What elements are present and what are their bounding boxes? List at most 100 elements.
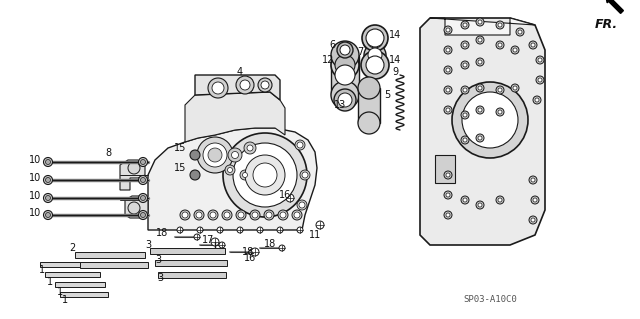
Circle shape xyxy=(190,170,200,180)
Circle shape xyxy=(463,138,467,142)
Text: 14: 14 xyxy=(389,30,401,40)
Text: 10: 10 xyxy=(29,208,41,218)
Circle shape xyxy=(45,177,51,182)
Circle shape xyxy=(331,41,359,69)
Circle shape xyxy=(236,76,254,94)
Circle shape xyxy=(496,41,504,49)
Text: SP03-A10C0: SP03-A10C0 xyxy=(463,295,517,305)
Circle shape xyxy=(446,88,450,92)
Text: 18: 18 xyxy=(156,228,168,238)
Circle shape xyxy=(446,108,450,112)
Text: 11: 11 xyxy=(309,230,321,240)
Circle shape xyxy=(511,46,519,54)
Circle shape xyxy=(238,212,244,218)
Circle shape xyxy=(208,210,218,220)
Circle shape xyxy=(366,29,384,47)
Circle shape xyxy=(278,210,288,220)
Circle shape xyxy=(247,145,253,151)
Circle shape xyxy=(228,148,242,162)
Circle shape xyxy=(533,198,537,202)
Circle shape xyxy=(513,86,517,90)
Circle shape xyxy=(476,106,484,114)
Circle shape xyxy=(463,63,467,67)
Circle shape xyxy=(538,58,542,62)
Circle shape xyxy=(531,196,539,204)
Circle shape xyxy=(243,173,248,177)
Circle shape xyxy=(531,178,535,182)
Text: 12: 12 xyxy=(322,55,334,65)
Text: 10: 10 xyxy=(29,173,41,183)
Circle shape xyxy=(44,211,52,219)
Circle shape xyxy=(444,46,452,54)
Circle shape xyxy=(44,175,52,184)
Circle shape xyxy=(222,210,232,220)
Circle shape xyxy=(300,170,310,180)
Circle shape xyxy=(478,203,482,207)
Circle shape xyxy=(240,80,250,90)
Circle shape xyxy=(364,44,386,66)
Circle shape xyxy=(45,160,51,165)
Circle shape xyxy=(286,194,294,202)
Circle shape xyxy=(44,158,52,167)
Circle shape xyxy=(196,212,202,218)
Bar xyxy=(40,262,100,267)
Circle shape xyxy=(496,86,504,94)
Text: 18: 18 xyxy=(264,239,276,249)
Circle shape xyxy=(461,196,469,204)
Circle shape xyxy=(498,43,502,47)
Circle shape xyxy=(232,152,239,159)
Text: 2: 2 xyxy=(69,243,75,253)
Circle shape xyxy=(223,133,307,217)
Circle shape xyxy=(361,51,389,79)
Circle shape xyxy=(297,142,303,148)
Circle shape xyxy=(358,112,380,134)
Circle shape xyxy=(138,194,147,203)
Circle shape xyxy=(513,48,517,52)
Circle shape xyxy=(138,158,147,167)
Polygon shape xyxy=(430,18,535,35)
Text: 1: 1 xyxy=(39,265,45,275)
Text: 1: 1 xyxy=(62,295,68,305)
Circle shape xyxy=(363,28,387,52)
Circle shape xyxy=(294,212,300,218)
Text: 16: 16 xyxy=(244,253,256,263)
Bar xyxy=(435,155,455,183)
Text: 1: 1 xyxy=(47,277,53,287)
Circle shape xyxy=(444,86,452,94)
Circle shape xyxy=(463,198,467,202)
Circle shape xyxy=(203,143,227,167)
Text: FR.: FR. xyxy=(595,18,618,31)
Circle shape xyxy=(498,23,502,27)
Circle shape xyxy=(476,201,484,209)
Circle shape xyxy=(463,113,467,117)
Circle shape xyxy=(461,136,469,144)
Bar xyxy=(55,282,105,287)
Circle shape xyxy=(225,165,235,175)
Circle shape xyxy=(446,68,450,72)
Bar xyxy=(60,292,108,297)
Circle shape xyxy=(444,26,452,34)
Polygon shape xyxy=(195,75,280,100)
Circle shape xyxy=(536,56,544,64)
Text: 15: 15 xyxy=(174,143,186,153)
Polygon shape xyxy=(148,128,317,230)
Circle shape xyxy=(496,21,504,29)
Circle shape xyxy=(366,56,384,74)
Bar xyxy=(45,272,100,277)
Circle shape xyxy=(245,155,285,195)
Circle shape xyxy=(252,212,258,218)
Circle shape xyxy=(367,32,383,48)
Bar xyxy=(158,272,226,278)
Circle shape xyxy=(177,227,183,233)
Circle shape xyxy=(211,238,219,246)
Bar xyxy=(155,260,227,266)
Circle shape xyxy=(478,38,482,42)
Bar xyxy=(75,252,145,258)
Circle shape xyxy=(478,108,482,112)
Circle shape xyxy=(190,150,200,160)
Circle shape xyxy=(258,78,272,92)
Circle shape xyxy=(518,30,522,34)
Text: 3: 3 xyxy=(157,273,163,283)
Circle shape xyxy=(45,196,51,201)
Circle shape xyxy=(182,212,188,218)
